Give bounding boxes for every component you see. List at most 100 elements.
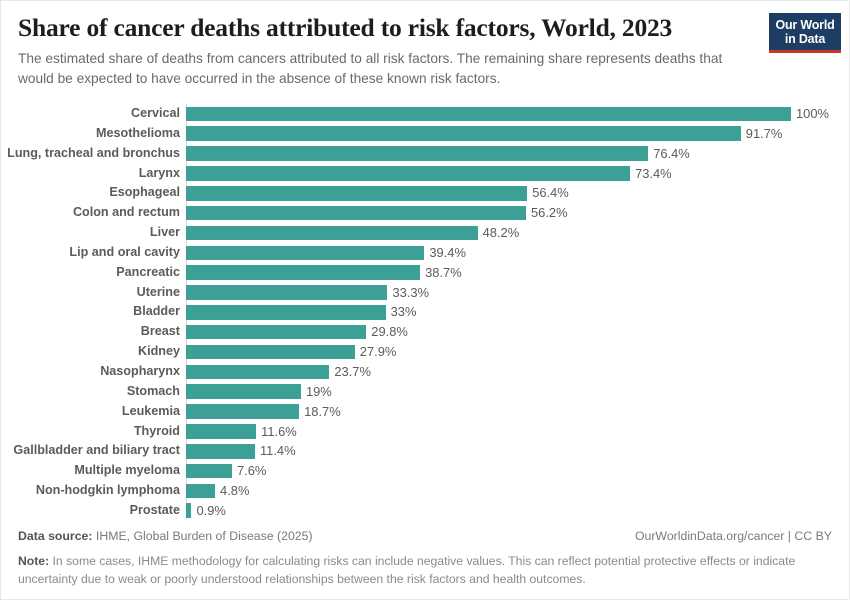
source-link[interactable]: OurWorldinData.org/cancer | CC BY [634,529,832,543]
bar-fill[interactable] [186,265,421,280]
bar-track: 38.7% [186,263,850,283]
bar-category-label: Uterine [136,284,180,299]
bar-fill[interactable] [186,424,257,439]
bar-row[interactable]: Liver 48.2% [1,223,850,243]
bar-fill[interactable] [186,285,388,300]
bar-row[interactable]: Non-hodgkin lymphoma 4.8% [1,481,850,501]
bar-category-label: Gallbladder and biliary tract [13,443,180,458]
bar-track: 29.8% [186,322,850,342]
owid-logo-line-1: Our World [775,18,835,32]
bar-value-label: 91.7% [745,125,783,141]
bar-category-label: Kidney [138,344,180,359]
bar-track: 91.7% [186,124,850,144]
bar-fill[interactable] [186,324,367,340]
bar-category-label: Larynx [138,165,180,180]
bar-value-label: 29.8% [371,324,408,340]
bar-fill[interactable] [186,305,386,320]
bar-fill[interactable] [186,443,255,459]
bar-row[interactable]: Prostate 0.9% [1,501,850,521]
bar-row[interactable]: Cervical 100% [1,104,850,124]
bar-track: 100% [186,104,850,124]
bar-track: 23.7% [186,362,850,382]
bar-fill[interactable] [186,384,301,399]
bar-fill[interactable] [186,483,216,499]
chart-note: Note: In some cases, IHME methodology fo… [18,553,818,588]
bar-row[interactable]: Gallbladder and biliary tract 11.4% [1,441,850,461]
bar-category-label: Multiple myeloma [74,463,180,478]
bar-value-label: 56.2% [531,205,568,221]
bar-fill[interactable] [186,364,330,380]
bar-value-label: 19% [305,383,332,399]
bar-fill[interactable] [186,225,478,241]
bar-row[interactable]: Lip and oral cavity 39.4% [1,243,850,263]
bar-fill[interactable] [186,126,741,142]
bar-value-label: 11.6% [261,423,297,439]
bar-row[interactable]: Lung, tracheal and bronchus 76.4% [1,144,850,164]
bar-fill[interactable] [186,245,425,261]
bar-chart-plot: Cervical 100% Mesothelioma 91.7% Lung, trach… [1,104,850,519]
bar-track: 48.2% [186,223,850,243]
bar-value-label: 23.7% [334,363,371,379]
bar-category-label: Stomach [126,383,180,398]
bar-fill[interactable] [186,146,649,161]
bar-fill[interactable] [186,503,192,519]
bar-category-label: Esophageal [109,185,180,200]
bar-fill[interactable] [186,344,355,360]
bar-track: 39.4% [186,243,850,263]
bar-track: 7.6% [186,461,850,481]
bar-category-label: Breast [140,324,180,339]
bar-value-label: 48.2% [482,225,520,241]
bar-fill[interactable] [186,106,791,122]
bar-track: 27.9% [186,342,850,362]
bar-row[interactable]: Larynx 73.4% [1,164,850,184]
bar-value-label: 4.8% [220,483,250,499]
bar-category-label: Pancreatic [116,264,180,279]
bar-value-label: 33.3% [392,284,430,300]
bar-row[interactable]: Colon and rectum 56.2% [1,203,850,223]
bar-track: 56.2% [186,203,850,223]
bar-fill[interactable] [186,463,232,479]
bar-value-label: 27.9% [359,344,397,360]
bar-row[interactable]: Multiple myeloma 7.6% [1,461,850,481]
bar-category-label: Nasopharynx [100,363,180,378]
bar-value-label: 56.4% [532,185,569,201]
bar-row[interactable]: Mesothelioma 91.7% [1,124,850,144]
bar-value-label: 18.7% [304,403,341,419]
bar-fill[interactable] [186,404,300,419]
bar-category-label: Mesothelioma [96,125,180,140]
data-source-text: IHME, Global Burden of Disease (2025) [92,529,313,543]
bar-track: 4.8% [186,481,850,501]
owid-logo[interactable]: Our World in Data [769,13,841,53]
chart-subtitle: The estimated share of deaths from cance… [18,51,723,86]
bar-category-label: Lung, tracheal and bronchus [7,145,180,160]
bar-fill[interactable] [186,166,631,181]
bar-category-label: Prostate [129,502,180,517]
bar-value-label: 38.7% [425,264,462,280]
bar-category-label: Thyroid [133,423,180,438]
chart-header: Share of cancer deaths attributed to ris… [18,13,832,88]
bar-row[interactable]: Kidney 27.9% [1,342,850,362]
bar-value-label: 33% [390,304,417,320]
chart-footer: Data source: IHME, Global Burden of Dise… [18,528,832,588]
data-source: Data source: IHME, Global Burden of Dise… [18,528,313,544]
bar-row[interactable]: Thyroid 11.6% [1,422,850,442]
bar-fill[interactable] [186,205,526,221]
bar-category-label: Bladder [133,304,180,319]
bar-row[interactable]: Leukemia 18.7% [1,402,850,422]
bar-row[interactable]: Uterine 33.3% [1,283,850,303]
bar-row[interactable]: Bladder 33% [1,302,850,322]
bar-row[interactable]: Esophageal 56.4% [1,183,850,203]
page-title: Share of cancer deaths attributed to ris… [18,13,673,42]
bar-category-label: Leukemia [121,403,180,418]
bar-category-label: Lip and oral cavity [69,244,180,259]
bar-row[interactable]: Stomach 19% [1,382,850,402]
bar-row[interactable]: Breast 29.8% [1,322,850,342]
bar-track: 76.4% [186,144,850,164]
bar-fill[interactable] [186,185,528,201]
bar-category-label: Liver [149,225,180,240]
bar-row[interactable]: Nasopharynx 23.7% [1,362,850,382]
bar-track: 18.7% [186,402,850,422]
bar-row[interactable]: Pancreatic 38.7% [1,263,850,283]
bar-value-label: 73.4% [635,165,672,181]
